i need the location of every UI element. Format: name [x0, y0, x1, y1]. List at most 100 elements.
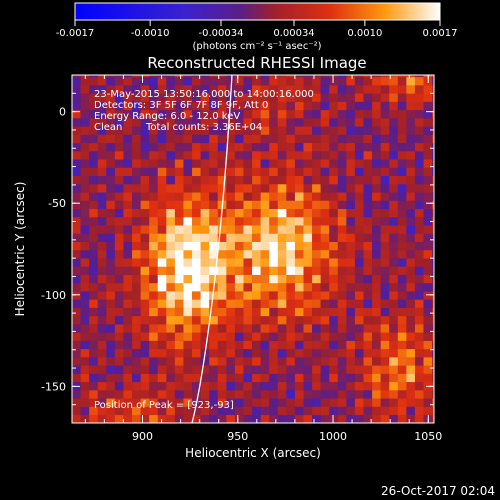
- heatmap-cell: [312, 85, 321, 94]
- heatmap-cell: [414, 118, 424, 127]
- heatmap-cell: [132, 258, 141, 267]
- heatmap-cell: [337, 332, 347, 341]
- heatmap-cell: [72, 175, 81, 185]
- heatmap-cell: [140, 414, 150, 423]
- heatmap-cell: [389, 332, 399, 341]
- heatmap-cell: [277, 126, 287, 135]
- heatmap-cell: [234, 101, 244, 111]
- heatmap-cell: [209, 299, 219, 308]
- heatmap-cell: [260, 233, 270, 242]
- heatmap-cell: [174, 291, 184, 300]
- heatmap-cell: [114, 365, 124, 374]
- x-tick-label: 950: [227, 430, 248, 443]
- heatmap-cell: [200, 357, 210, 366]
- heatmap-cell: [209, 192, 219, 201]
- heatmap-cell: [329, 340, 339, 350]
- heatmap-cell: [166, 381, 176, 391]
- heatmap-cell: [380, 299, 390, 308]
- heatmap-cell: [320, 225, 330, 234]
- heatmap-cell: [372, 307, 381, 317]
- heatmap-cell: [149, 109, 159, 119]
- heatmap-cell: [286, 274, 296, 284]
- heatmap-cell: [389, 241, 399, 251]
- heatmap-cell: [140, 249, 150, 259]
- heatmap-cell: [346, 225, 356, 234]
- heatmap-cell: [337, 266, 347, 275]
- heatmap-cell: [329, 101, 339, 111]
- heatmap-cell: [166, 241, 176, 251]
- heatmap-cell: [260, 390, 270, 399]
- heatmap-cell: [183, 233, 193, 242]
- heatmap-cell: [423, 373, 433, 383]
- heatmap-cell: [286, 357, 296, 366]
- heatmap-cell: [243, 307, 253, 317]
- heatmap-cell: [252, 299, 261, 308]
- heatmap-cell: [354, 348, 364, 358]
- heatmap-cell: [260, 134, 270, 144]
- heatmap-cell: [157, 332, 167, 341]
- heatmap-cell: [320, 398, 330, 407]
- heatmap-cell: [157, 101, 167, 111]
- heatmap-cell: [183, 192, 193, 201]
- heatmap-cell: [432, 241, 434, 251]
- heatmap-cell: [320, 357, 330, 366]
- heatmap-cell: [89, 118, 99, 127]
- heatmap-cell: [234, 93, 244, 102]
- heatmap-cell: [114, 225, 124, 234]
- heatmap-cell: [432, 85, 434, 94]
- heatmap-cell: [354, 291, 364, 300]
- heatmap-cell: [200, 126, 210, 135]
- heatmap-cell: [397, 282, 407, 292]
- heatmap-cell: [183, 76, 193, 86]
- heatmap-cell: [132, 159, 141, 168]
- heatmap-cell: [226, 365, 236, 374]
- heatmap-cell: [372, 109, 381, 119]
- heatmap-cell: [406, 233, 416, 242]
- heatmap-cell: [183, 357, 193, 366]
- heatmap-cell: [303, 76, 313, 86]
- heatmap-cell: [406, 390, 416, 399]
- heatmap-cell: [337, 200, 347, 209]
- heatmap-cell: [200, 85, 210, 94]
- heatmap-cell: [80, 381, 90, 391]
- heatmap-cell: [226, 167, 236, 177]
- heatmap-cell: [294, 291, 304, 300]
- heatmap-cell: [217, 85, 227, 94]
- heatmap-cell: [192, 208, 201, 218]
- heatmap-cell: [209, 414, 219, 423]
- heatmap-cell: [397, 85, 407, 94]
- heatmap-cell: [269, 340, 279, 350]
- heatmap-cell: [174, 175, 184, 185]
- heatmap-cell: [149, 216, 159, 226]
- heatmap-cell: [157, 381, 167, 391]
- heatmap-cell: [89, 307, 99, 317]
- heatmap-cell: [406, 258, 416, 267]
- heatmap-cell: [380, 332, 390, 341]
- heatmap-cell: [380, 134, 390, 144]
- heatmap-cell: [200, 373, 210, 383]
- heatmap-cell: [166, 134, 176, 144]
- heatmap-cell: [260, 118, 270, 127]
- heatmap-cell: [80, 183, 90, 193]
- heatmap-cell: [312, 390, 321, 399]
- heatmap-cell: [243, 134, 253, 144]
- heatmap-cell: [363, 216, 373, 226]
- heatmap-cell: [294, 381, 304, 391]
- heatmap-cell: [174, 241, 184, 251]
- heatmap-cell: [226, 151, 236, 160]
- heatmap-cell: [72, 142, 81, 152]
- heatmap-cell: [192, 233, 201, 242]
- heatmap-cell: [414, 373, 424, 383]
- heatmap-cell: [363, 258, 373, 267]
- heatmap-cell: [174, 340, 184, 350]
- heatmap-cell: [80, 93, 90, 102]
- heatmap-cell: [226, 340, 236, 350]
- heatmap-cell: [123, 183, 133, 193]
- heatmap-cell: [106, 216, 116, 226]
- heatmap-cell: [200, 233, 210, 242]
- heatmap-cell: [260, 398, 270, 407]
- heatmap-cell: [217, 282, 227, 292]
- heatmap-cell: [260, 324, 270, 333]
- heatmap-cell: [397, 249, 407, 259]
- heatmap-cell: [157, 307, 167, 317]
